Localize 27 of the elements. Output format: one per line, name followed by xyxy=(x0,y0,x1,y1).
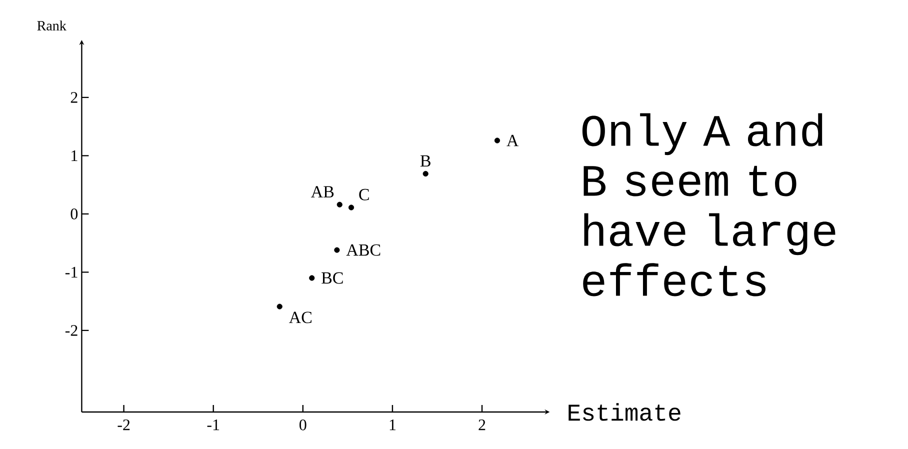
x-tick-label: 0 xyxy=(300,420,306,430)
annotation: A xyxy=(506,134,519,146)
point xyxy=(334,247,340,253)
point xyxy=(336,202,342,208)
annotation: B xyxy=(420,155,430,167)
point xyxy=(348,204,354,210)
point xyxy=(276,304,282,310)
y-tick-label: 2 xyxy=(70,92,78,103)
x-tick-label: 2 xyxy=(478,420,486,430)
y-axis-title: Rank xyxy=(37,20,66,30)
annotation: AB xyxy=(310,186,334,198)
point xyxy=(494,138,500,144)
point xyxy=(309,275,315,281)
annotation: C xyxy=(359,188,369,200)
annotation: AC xyxy=(288,312,312,324)
x-tick-label: -1 xyxy=(207,420,220,430)
y-tick-label: -1 xyxy=(65,266,78,278)
text: Only A and B seem to have large effects xyxy=(582,113,836,296)
x-axis-title: Estimate xyxy=(568,403,680,421)
x-tick-label: -2 xyxy=(118,420,130,430)
y-tick-label: -2 xyxy=(65,325,78,336)
x-tick-label: 1 xyxy=(390,420,396,430)
point xyxy=(422,170,428,177)
annotation: ABC xyxy=(346,244,380,256)
y-tick-label: 1 xyxy=(72,150,78,161)
y-tick-label: 0 xyxy=(70,208,78,220)
annotation: BC xyxy=(322,272,343,284)
